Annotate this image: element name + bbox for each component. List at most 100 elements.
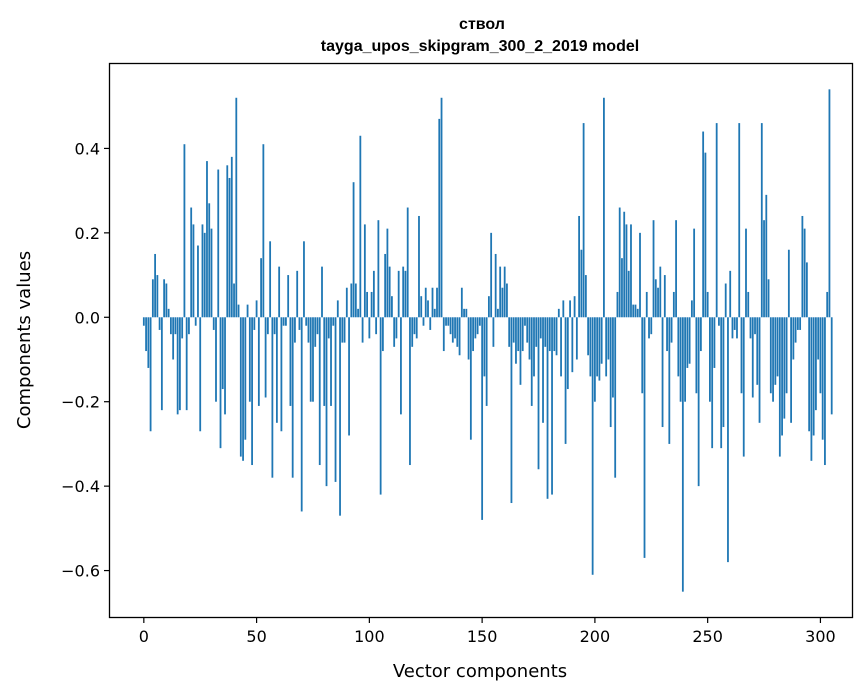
bar — [312, 317, 314, 402]
bar — [632, 304, 635, 318]
chart-title: ствол — [459, 16, 505, 33]
plot-area-frame — [108, 62, 854, 619]
bar — [285, 317, 287, 326]
bar — [650, 317, 653, 335]
bar — [526, 317, 529, 343]
bar — [711, 317, 714, 449]
bar — [372, 270, 375, 318]
bar — [264, 317, 267, 398]
bar — [736, 317, 738, 339]
bar — [336, 300, 339, 318]
bar — [517, 317, 520, 352]
bar — [564, 317, 567, 444]
bar — [569, 300, 571, 318]
bar — [499, 266, 502, 318]
bar — [185, 317, 188, 411]
bar — [361, 317, 364, 343]
bar — [345, 287, 348, 318]
bar — [246, 304, 249, 318]
bar — [354, 283, 357, 318]
bar — [151, 279, 154, 318]
bar — [255, 300, 258, 318]
bar — [580, 249, 583, 318]
bar — [467, 317, 470, 360]
bar — [542, 317, 544, 423]
bar — [697, 317, 700, 487]
bar — [494, 253, 497, 318]
bar — [783, 317, 786, 419]
bar — [440, 97, 443, 318]
bar — [224, 317, 226, 415]
bar — [754, 317, 756, 335]
bar — [767, 279, 770, 318]
bar — [799, 317, 802, 330]
bar — [765, 194, 768, 318]
bar — [584, 275, 587, 318]
bar — [729, 270, 732, 318]
bar — [418, 215, 420, 318]
bar — [492, 317, 495, 347]
bar — [510, 317, 513, 504]
bar — [427, 300, 429, 318]
bar — [149, 317, 152, 432]
bar — [519, 317, 522, 385]
bar — [451, 317, 454, 343]
bar — [397, 270, 400, 318]
bar — [616, 291, 619, 318]
bar — [548, 317, 551, 352]
bar — [422, 317, 425, 326]
bar — [747, 291, 750, 318]
bar — [661, 317, 664, 428]
bar — [727, 317, 729, 563]
bar — [352, 182, 355, 318]
bar — [663, 275, 666, 318]
bar — [715, 123, 718, 318]
y-tick-label: 0.4 — [75, 139, 100, 158]
bar — [172, 317, 175, 360]
bar — [756, 317, 759, 385]
bar — [199, 317, 202, 432]
bar — [808, 317, 811, 432]
bar — [497, 308, 499, 318]
bar — [402, 266, 405, 318]
bar — [582, 123, 585, 318]
bar — [368, 317, 371, 339]
bar — [587, 317, 590, 356]
bar — [778, 317, 781, 457]
bar — [792, 317, 795, 360]
bar — [501, 287, 504, 318]
bar — [790, 317, 792, 423]
bar — [194, 317, 197, 326]
bar — [176, 317, 179, 415]
bar — [699, 317, 702, 352]
bar — [630, 224, 632, 318]
bar — [537, 317, 540, 470]
bar — [456, 317, 459, 347]
bar — [296, 270, 299, 318]
bar — [709, 317, 711, 402]
bar — [824, 317, 826, 466]
bar — [487, 296, 490, 318]
bar — [318, 317, 321, 466]
bar — [237, 304, 240, 318]
bar — [375, 317, 378, 335]
x-tick-label: 150 — [467, 627, 498, 646]
bar — [366, 291, 368, 318]
bar — [348, 317, 350, 436]
bar — [257, 317, 260, 406]
bar — [273, 317, 276, 335]
bar — [142, 317, 145, 326]
bar — [722, 317, 725, 428]
bar — [481, 317, 484, 520]
bar — [535, 317, 538, 347]
bar — [636, 308, 639, 318]
bar — [560, 317, 562, 377]
bar — [379, 317, 382, 495]
bar — [679, 317, 682, 402]
bar — [769, 317, 772, 394]
bar — [781, 317, 783, 436]
bar — [785, 317, 788, 394]
bar — [589, 317, 592, 377]
bar — [740, 317, 743, 394]
bar — [190, 207, 193, 318]
